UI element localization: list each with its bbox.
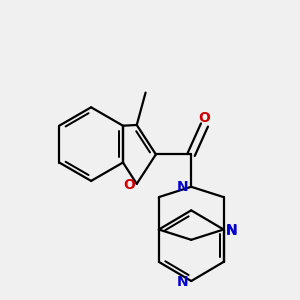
Text: N: N xyxy=(226,224,238,238)
Text: O: O xyxy=(124,178,135,192)
Text: N: N xyxy=(177,275,189,290)
Text: N: N xyxy=(226,223,238,236)
Text: O: O xyxy=(199,112,210,125)
Text: N: N xyxy=(177,180,189,194)
